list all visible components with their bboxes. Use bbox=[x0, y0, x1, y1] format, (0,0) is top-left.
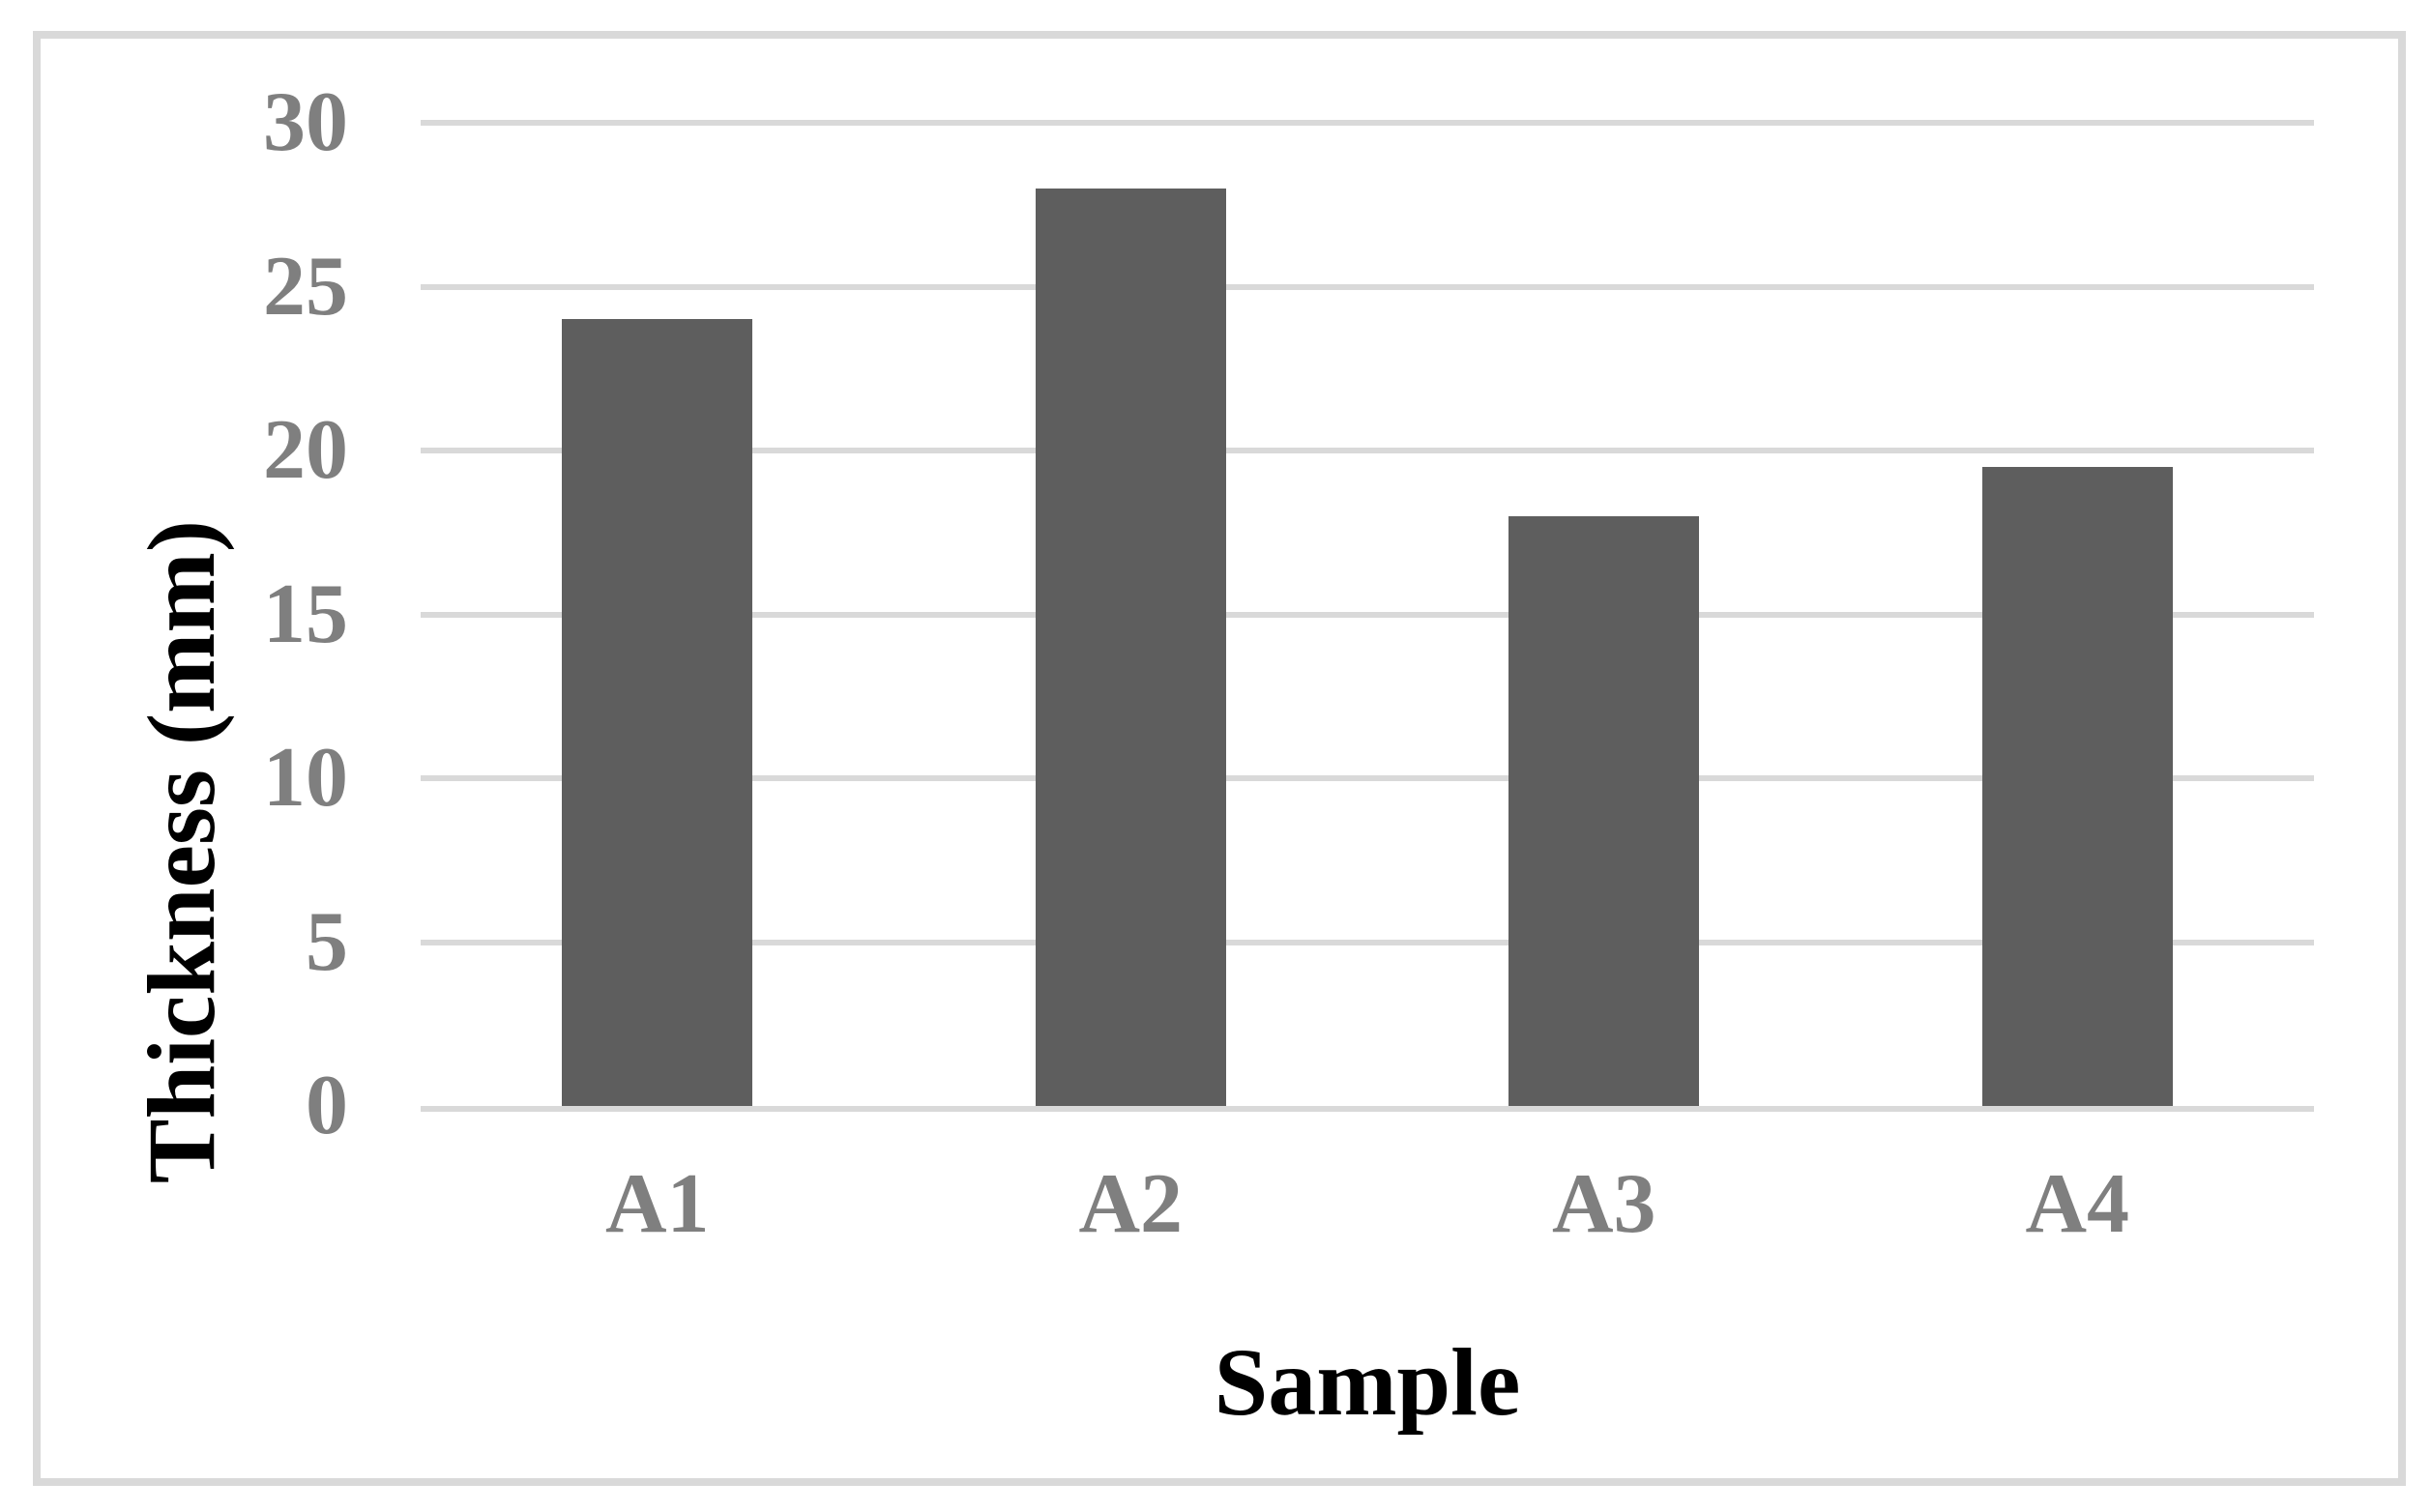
x-category-label: A1 bbox=[604, 1157, 710, 1251]
bar-A2 bbox=[1035, 188, 1226, 1106]
gridline bbox=[421, 120, 2314, 126]
y-tick-label: 20 bbox=[263, 403, 348, 497]
gridline bbox=[421, 939, 2314, 945]
x-category-label: A3 bbox=[1551, 1157, 1656, 1251]
y-tick-label: 15 bbox=[263, 567, 348, 661]
x-axis-line bbox=[421, 1106, 2314, 1112]
bar-A3 bbox=[1508, 515, 1700, 1106]
y-tick-label: 25 bbox=[263, 239, 348, 334]
bar-A4 bbox=[1981, 466, 2173, 1106]
x-category-label: A4 bbox=[2025, 1157, 2130, 1251]
plot-area bbox=[421, 120, 2314, 1112]
y-tick-label: 30 bbox=[263, 75, 348, 169]
gridline bbox=[421, 611, 2314, 618]
figure-frame bbox=[33, 31, 2406, 1486]
y-tick-label: 5 bbox=[306, 894, 348, 989]
gridline bbox=[421, 775, 2314, 781]
gridline bbox=[421, 448, 2314, 453]
bar-A1 bbox=[562, 319, 753, 1106]
y-tick-label: 10 bbox=[263, 731, 348, 825]
x-axis-title: Sample bbox=[1214, 1328, 1521, 1436]
y-tick-label: 0 bbox=[306, 1059, 348, 1152]
gridline bbox=[421, 283, 2314, 290]
x-category-label: A2 bbox=[1078, 1157, 1184, 1251]
